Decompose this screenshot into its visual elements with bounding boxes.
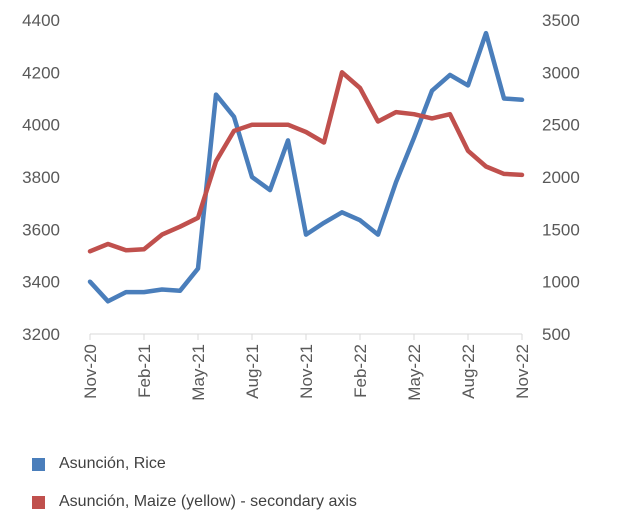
x-tick-label: May-22 [405, 344, 424, 401]
x-tick-label: Nov-22 [513, 344, 532, 399]
right-y-tick-label: 3000 [542, 63, 580, 82]
series-lines [87, 30, 525, 304]
right-y-tick-label: 500 [542, 325, 570, 344]
right-y-axis: 500 1000 1500 2000 2500 3000 3500 [542, 11, 580, 344]
right-y-tick-label: 1500 [542, 220, 580, 239]
left-y-tick-label: 4200 [22, 63, 60, 82]
x-axis: Nov-20 Feb-21 May-21 Aug-21 Nov-21 Feb-22 May-… [81, 334, 532, 401]
right-y-tick-label: 2000 [542, 168, 580, 187]
series-line-rice [87, 30, 525, 304]
x-tick-label: Nov-20 [81, 344, 100, 399]
legend-label-maize: Asunción, Maize (yellow) - secondary axi… [59, 493, 357, 510]
left-y-tick-label: 3400 [22, 273, 60, 292]
right-y-tick-label: 1000 [542, 273, 580, 292]
x-tick-label: May-21 [189, 344, 208, 401]
legend-item-rice: Asunción, Rice [32, 455, 166, 473]
line-chart: 3200 3400 3600 3800 4000 4200 4400 500 1000 1500… [22, 11, 580, 401]
legend-label-rice: Asunción, Rice [59, 455, 166, 472]
left-y-tick-label: 4400 [22, 11, 60, 30]
x-tick-label: Feb-22 [351, 344, 370, 398]
left-y-tick-label: 3800 [22, 168, 60, 187]
left-y-tick-label: 4000 [22, 116, 60, 135]
right-y-tick-label: 2500 [542, 116, 580, 135]
series-line-maize [87, 70, 525, 254]
legend-item-maize: Asunción, Maize (yellow) - secondary axi… [32, 493, 357, 511]
left-y-axis: 3200 3400 3600 3800 4000 4200 4400 [22, 11, 60, 344]
legend-swatch-rice [32, 457, 45, 471]
x-tick-label: Aug-22 [459, 344, 478, 399]
left-y-tick-label: 3200 [22, 325, 60, 344]
x-tick-label: Nov-21 [297, 344, 316, 399]
x-tick-label: Feb-21 [135, 344, 154, 398]
legend-swatch-maize [32, 495, 45, 509]
left-y-tick-label: 3600 [22, 220, 60, 239]
x-tick-label: Aug-21 [243, 344, 262, 399]
right-y-tick-label: 3500 [542, 11, 580, 30]
